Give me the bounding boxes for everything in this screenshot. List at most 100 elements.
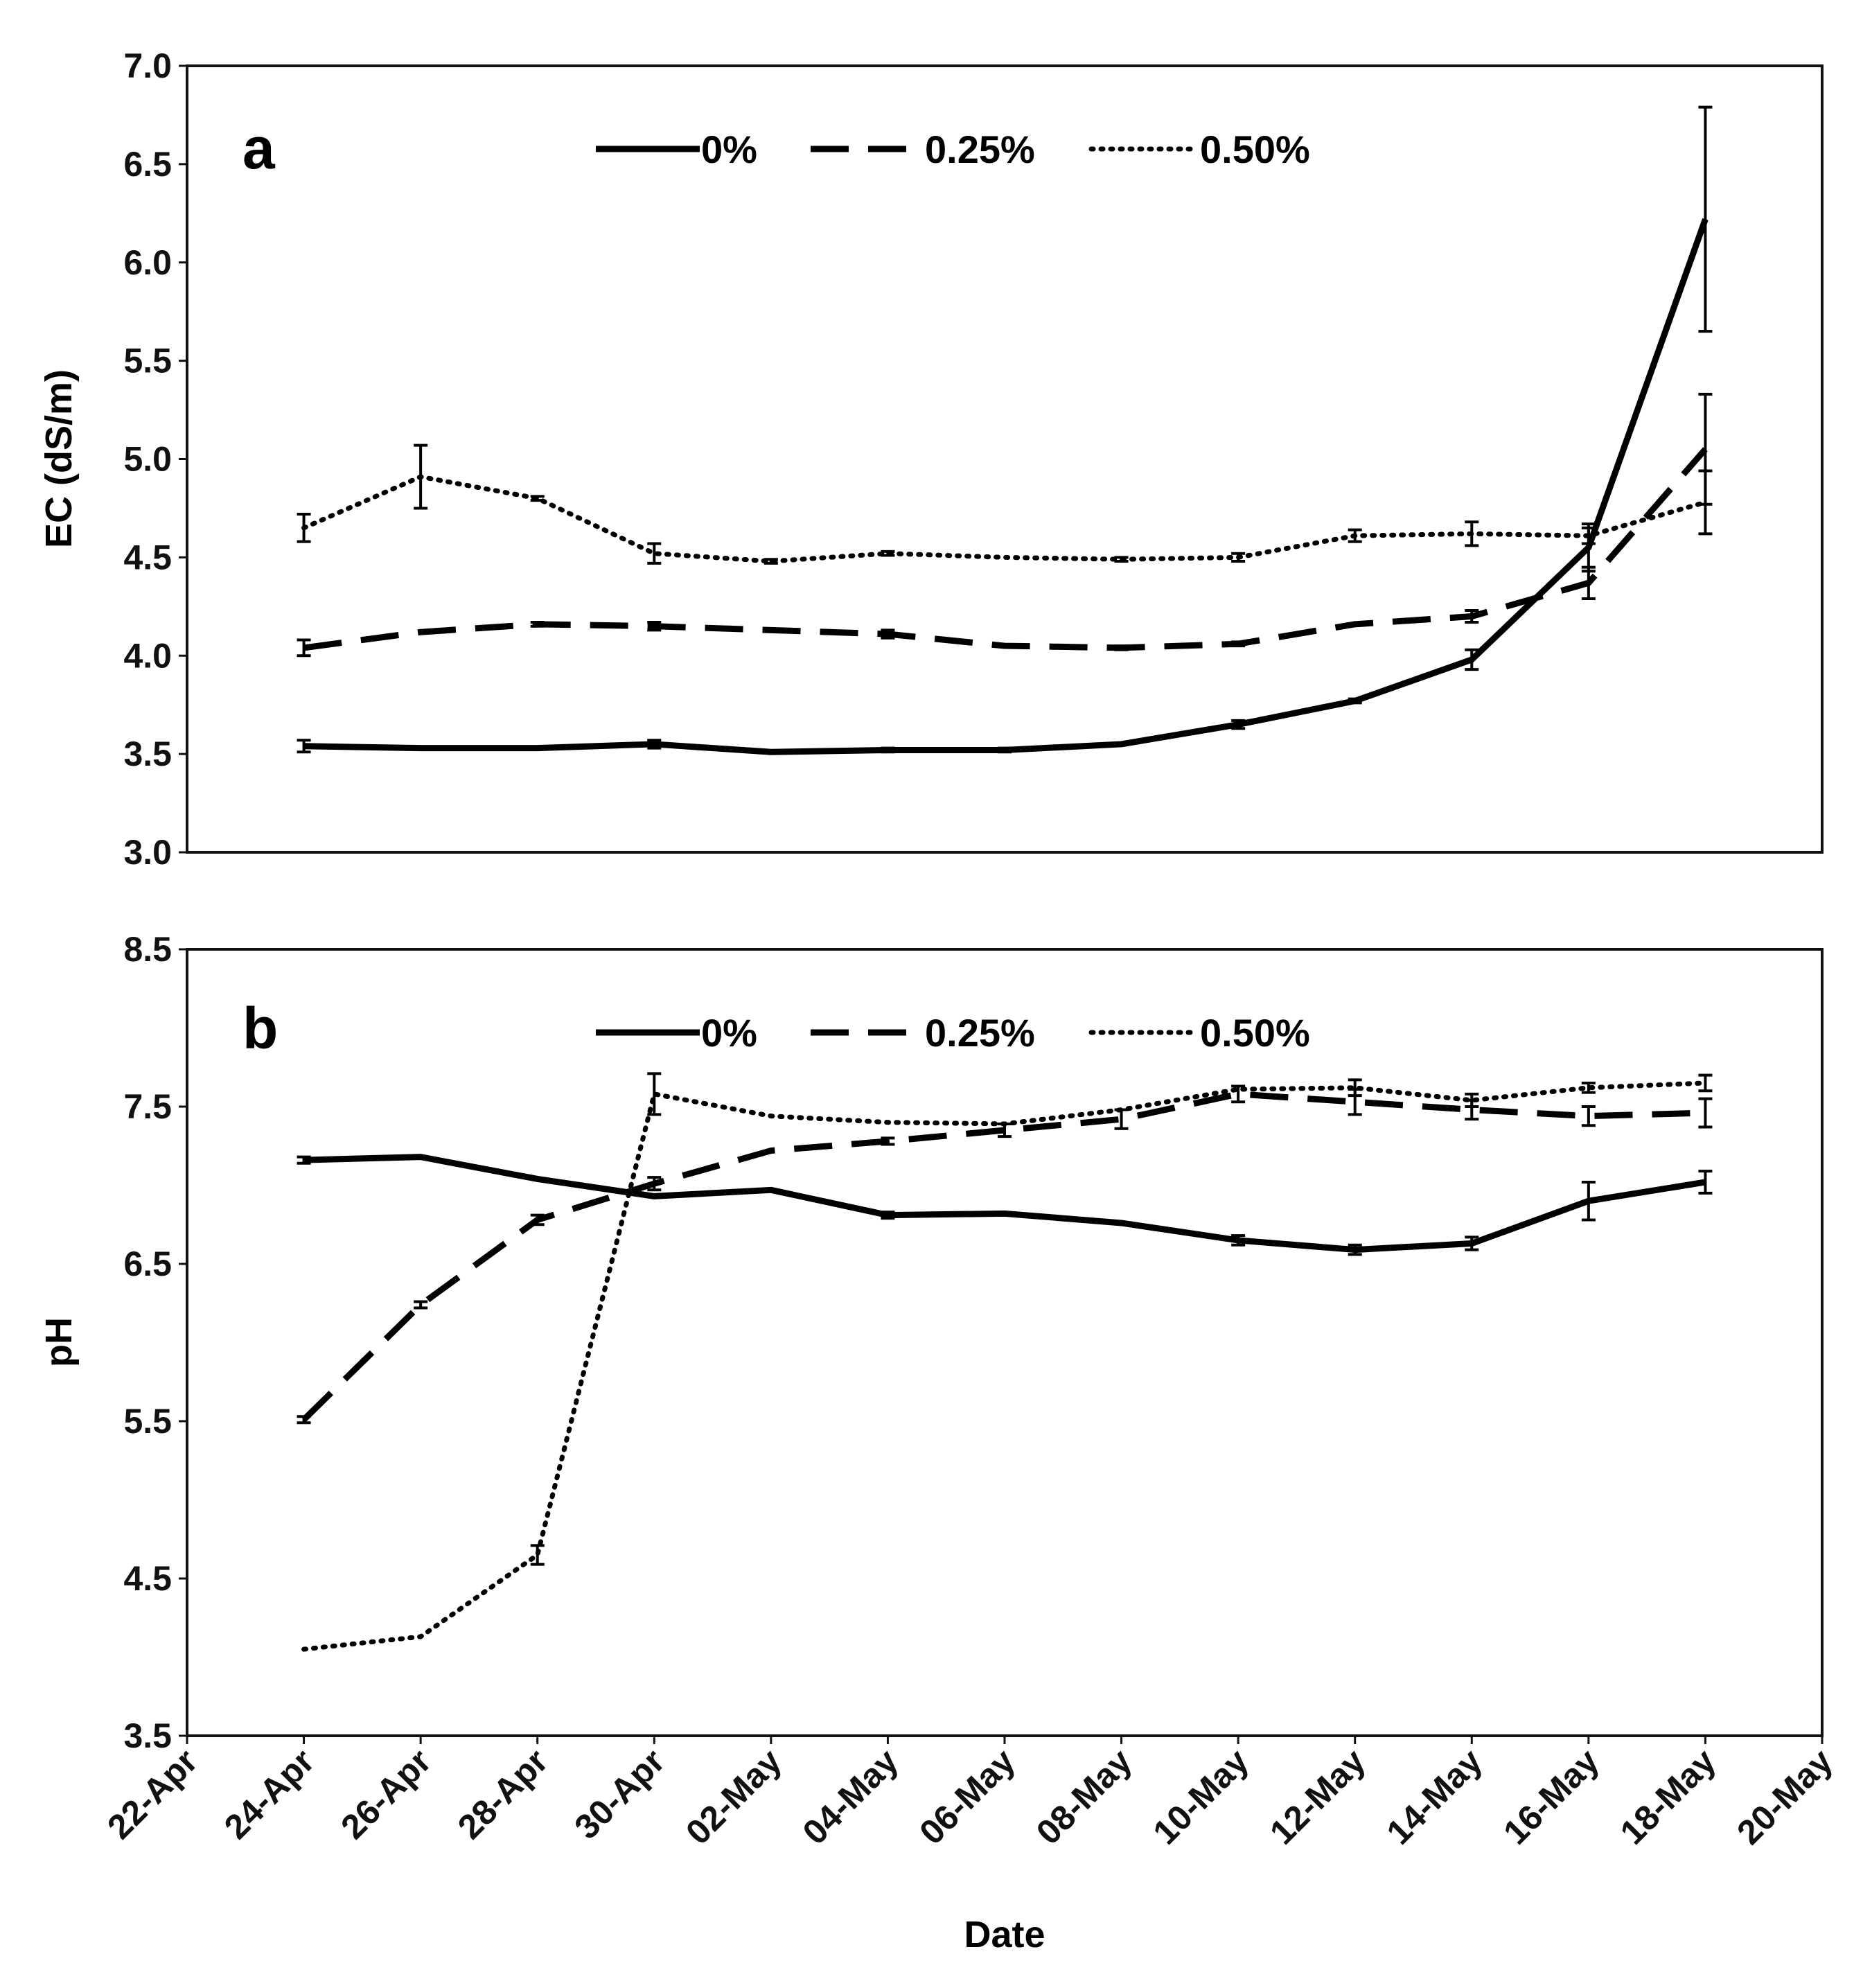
series-line — [303, 447, 1708, 651]
error-bar — [530, 495, 545, 502]
error-bar — [1348, 1243, 1362, 1256]
series-0_50pct — [301, 1072, 1713, 1652]
y-tick-label: 4.5 — [123, 1559, 172, 1598]
error-bar — [1581, 1081, 1596, 1094]
error-bar — [1348, 697, 1362, 705]
panel-b-series — [297, 1072, 1713, 1652]
y-tick-label: 7.5 — [123, 1087, 172, 1126]
panel-a-label: a — [242, 116, 276, 181]
y-tick-label: 6.5 — [123, 145, 172, 184]
x-tick-label: 02-May — [678, 1741, 789, 1852]
x-tick-label: 14-May — [1379, 1741, 1490, 1852]
error-bar — [881, 1211, 895, 1220]
panel-b-y-ticks: 3.5 4.5 5.5 6.5 7.5 8.5 — [123, 930, 187, 1755]
error-bar — [1581, 1180, 1596, 1222]
x-axis-title: Date — [964, 1914, 1045, 1955]
x-tick-label: 12-May — [1262, 1741, 1373, 1852]
error-bar — [297, 512, 311, 543]
y-tick-label: 3.5 — [123, 1716, 172, 1755]
y-tick-label: 6.0 — [123, 243, 172, 282]
panel-b-y-axis-title: pH — [38, 1317, 80, 1367]
x-tick-label: 30-Apr — [567, 1741, 672, 1847]
error-bar — [1465, 520, 1479, 547]
panel-b-label: b — [242, 996, 278, 1061]
x-tick-label: 24-Apr — [217, 1741, 322, 1847]
error-bar — [1114, 644, 1129, 651]
panel-b-legend: 0% 0.25% 0.50% — [596, 1011, 1310, 1055]
error-bar — [1698, 1097, 1713, 1129]
y-tick-label: 6.5 — [123, 1244, 172, 1283]
error-bar — [1698, 105, 1713, 333]
series-0pct — [297, 1154, 1713, 1256]
x-tick-label: 26-Apr — [333, 1741, 439, 1847]
error-bar — [297, 638, 311, 658]
x-tick-label: 28-Apr — [450, 1741, 556, 1847]
error-bar — [530, 1213, 545, 1226]
x-tick-label: 06-May — [912, 1741, 1023, 1852]
x-tick-label: 18-May — [1613, 1741, 1724, 1852]
x-tick-label: 10-May — [1145, 1741, 1256, 1852]
error-bar — [530, 621, 545, 628]
error-bar — [881, 549, 895, 557]
error-bar — [297, 1155, 311, 1165]
panel-a-y-ticks: 3.0 3.5 4.0 4.5 5.0 5.5 6.0 6.5 7.0 — [123, 46, 187, 872]
series-line — [303, 1154, 1706, 1254]
error-bar — [998, 746, 1012, 754]
y-tick-label: 8.5 — [123, 930, 172, 969]
panel-a-legend: 0% 0.25% 0.50% — [596, 127, 1310, 171]
x-tick-label: 16-May — [1496, 1741, 1607, 1852]
error-bar — [1581, 565, 1596, 600]
legend-025-label: 0.25% — [925, 1011, 1035, 1055]
error-bar — [1465, 648, 1479, 671]
error-bar — [1348, 1078, 1362, 1098]
error-bar — [297, 739, 311, 754]
error-bar — [1581, 1105, 1596, 1127]
legend-050-label: 0.50% — [1200, 127, 1310, 171]
panel-b-ph: 3.5 4.5 5.5 6.5 7.5 8.5 b 0% 0.25% 0.50% pH — [38, 930, 1824, 1755]
series-0pct — [297, 105, 1713, 755]
y-tick-label: 7.0 — [123, 46, 172, 85]
series-line — [301, 474, 1708, 564]
error-bar — [1231, 719, 1246, 730]
panel-a-ec: 3.0 3.5 4.0 4.5 5.0 5.5 6.0 6.5 7.0 a 0% 0.25% 0… — [38, 46, 1824, 872]
y-tick-label: 3.5 — [123, 734, 172, 773]
error-bar — [1465, 608, 1479, 624]
y-tick-label: 4.0 — [123, 636, 172, 675]
error-bar — [1698, 469, 1713, 536]
error-bar — [647, 621, 662, 632]
error-bar — [1231, 1084, 1246, 1104]
legend-0-label: 0% — [701, 1011, 757, 1055]
x-tick-label: 22-Apr — [100, 1741, 205, 1847]
error-bar — [763, 558, 778, 565]
error-bar — [1231, 640, 1246, 648]
error-bar — [1698, 1073, 1713, 1093]
x-tick-label: 04-May — [795, 1741, 906, 1852]
legend-0-label: 0% — [701, 127, 757, 171]
error-bar — [297, 1415, 311, 1425]
error-bar — [647, 1176, 662, 1192]
y-tick-label: 5.0 — [123, 440, 172, 479]
error-bar — [647, 1072, 662, 1116]
error-bar — [414, 1300, 428, 1310]
error-bar — [1465, 1235, 1479, 1251]
series-0_50pct — [297, 443, 1713, 565]
error-bar — [881, 628, 895, 640]
panel-b-plot-frame — [186, 948, 1824, 1737]
error-bar — [1114, 556, 1129, 563]
series-0_25pct — [297, 392, 1713, 658]
series-0_25pct — [297, 1084, 1713, 1425]
error-bar — [1231, 552, 1246, 563]
panel-a-plot-frame — [186, 64, 1824, 854]
error-bar — [647, 542, 662, 565]
series-line — [301, 1080, 1708, 1652]
x-tick-label: 08-May — [1029, 1741, 1140, 1852]
y-tick-label: 4.5 — [123, 538, 172, 577]
error-bar — [881, 746, 895, 754]
x-axis-ticks: 22-Apr 24-Apr 26-Apr 28-Apr 30-Apr 02-May 04-M… — [100, 1736, 1840, 1852]
legend-050-label: 0.50% — [1200, 1011, 1310, 1055]
y-tick-label: 3.0 — [123, 833, 172, 872]
error-bar — [1348, 528, 1362, 543]
y-tick-label: 5.5 — [123, 1402, 172, 1441]
error-bar — [647, 739, 662, 750]
